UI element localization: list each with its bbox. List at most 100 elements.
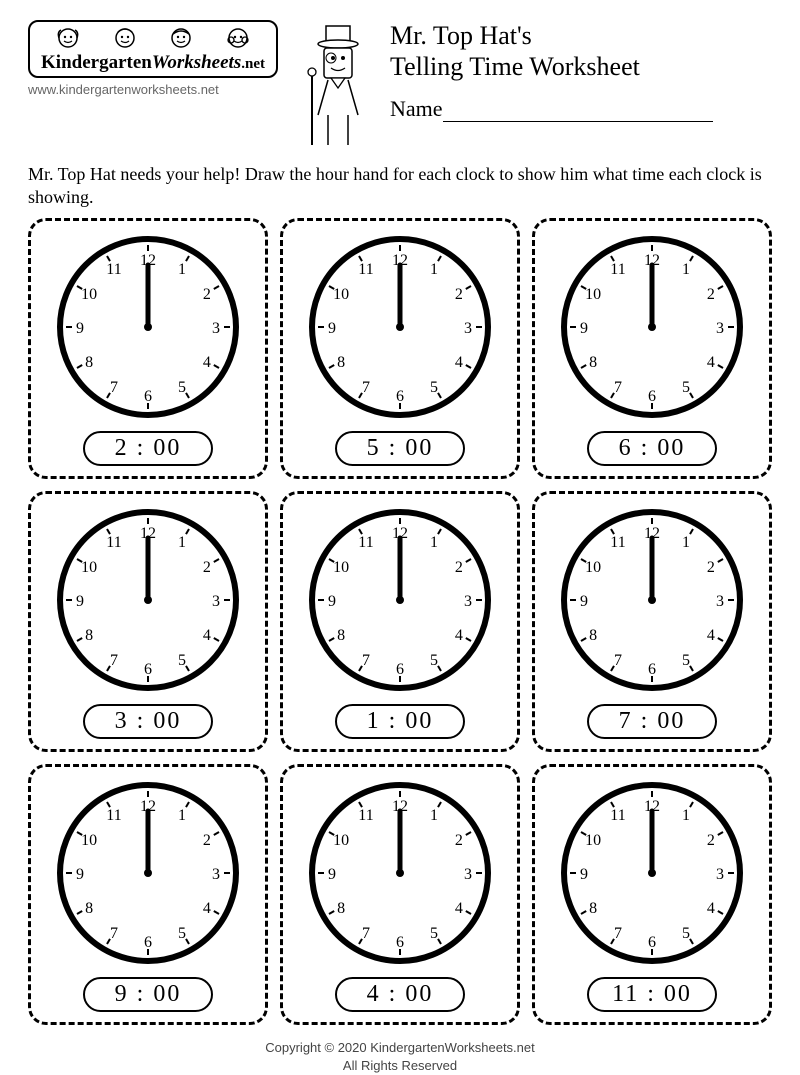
clock-number: 5 — [682, 379, 690, 396]
clock-number: 3 — [464, 320, 472, 337]
clock-number: 10 — [585, 559, 601, 576]
clock-card: 1212345678910112 : 00 — [28, 218, 268, 479]
clock-number: 5 — [682, 925, 690, 942]
clock-number: 11 — [610, 807, 625, 824]
clock-number: 9 — [328, 866, 336, 883]
title-block: Mr. Top Hat's Telling Time Worksheet Nam… — [298, 20, 772, 155]
time-label: 2 : 00 — [83, 431, 213, 466]
clock-number: 10 — [333, 559, 349, 576]
clock-number: 3 — [212, 593, 220, 610]
clock-number: 3 — [716, 866, 724, 883]
clock-number: 6 — [648, 934, 656, 951]
clock-number: 1 — [178, 807, 186, 824]
clock-number: 1 — [682, 807, 690, 824]
clock-number: 2 — [455, 559, 463, 576]
time-label: 6 : 00 — [587, 431, 717, 466]
name-field[interactable]: Name — [390, 96, 772, 122]
logo-url: www.kindergartenworksheets.net — [28, 82, 278, 97]
clock-number: 2 — [203, 559, 211, 576]
clock-number: 4 — [203, 627, 211, 644]
clock-number: 4 — [707, 627, 715, 644]
clock-number: 10 — [585, 286, 601, 303]
footer: Copyright © 2020 KindergartenWorksheets.… — [28, 1039, 772, 1075]
clock-card: 1212345678910114 : 00 — [280, 764, 520, 1025]
clock-number: 6 — [144, 388, 152, 405]
clock-card: 1212345678910113 : 00 — [28, 491, 268, 752]
clock-number: 7 — [362, 379, 370, 396]
name-underline[interactable] — [443, 121, 713, 122]
clock-face-icon: 121234567891011 — [556, 504, 748, 696]
time-label: 5 : 00 — [335, 431, 465, 466]
logo-box: KindergartenWorksheets.net — [28, 20, 278, 78]
clock-number: 7 — [614, 925, 622, 942]
clock-number: 2 — [707, 559, 715, 576]
clock-number: 5 — [430, 652, 438, 669]
title-line1: Mr. Top Hat's — [390, 21, 532, 50]
clock-number: 7 — [362, 925, 370, 942]
clock-number: 3 — [464, 866, 472, 883]
clock-number: 3 — [716, 320, 724, 337]
clock-number: 9 — [76, 593, 84, 610]
clock-number: 11 — [610, 261, 625, 278]
clock-number: 6 — [144, 934, 152, 951]
clock-number: 7 — [362, 652, 370, 669]
clock-number: 3 — [716, 593, 724, 610]
clock-number: 8 — [589, 354, 597, 371]
clock-number: 8 — [85, 627, 93, 644]
clock-card: 1212345678910116 : 00 — [532, 218, 772, 479]
clock-card: 1212345678910119 : 00 — [28, 764, 268, 1025]
clock-number: 9 — [328, 593, 336, 610]
clock-number: 8 — [337, 900, 345, 917]
clock-number: 6 — [144, 661, 152, 678]
footer-line2: All Rights Reserved — [28, 1057, 772, 1075]
clock-number: 7 — [110, 379, 118, 396]
clock-number: 4 — [203, 354, 211, 371]
clock-number: 9 — [580, 866, 588, 883]
clock-face-icon: 121234567891011 — [556, 231, 748, 423]
clock-number: 1 — [430, 534, 438, 551]
time-label: 3 : 00 — [83, 704, 213, 739]
clock-number: 1 — [430, 807, 438, 824]
clock-number: 1 — [682, 534, 690, 551]
clock-number: 8 — [337, 354, 345, 371]
clock-number: 2 — [455, 832, 463, 849]
clock-card: 12123456789101111 : 00 — [532, 764, 772, 1025]
clock-number: 11 — [106, 261, 121, 278]
clock-number: 7 — [614, 379, 622, 396]
clock-face-icon: 121234567891011 — [556, 777, 748, 969]
clock-number: 4 — [707, 900, 715, 917]
header: KindergartenWorksheets.net www.kindergar… — [28, 20, 772, 155]
clock-number: 4 — [203, 900, 211, 917]
clock-number: 2 — [707, 286, 715, 303]
time-label: 11 : 00 — [587, 977, 717, 1012]
clock-grid: 1212345678910112 : 001212345678910115 : … — [28, 218, 772, 1025]
clock-face-icon: 121234567891011 — [304, 231, 496, 423]
clock-number: 5 — [430, 925, 438, 942]
clock-card: 1212345678910111 : 00 — [280, 491, 520, 752]
clock-number: 1 — [178, 534, 186, 551]
footer-line1: Copyright © 2020 KindergartenWorksheets.… — [28, 1039, 772, 1057]
clock-number: 1 — [682, 261, 690, 278]
clock-number: 6 — [648, 388, 656, 405]
clock-number: 5 — [178, 379, 186, 396]
clock-number: 7 — [614, 652, 622, 669]
clock-number: 5 — [178, 925, 186, 942]
clock-number: 5 — [178, 652, 186, 669]
title-text: Mr. Top Hat's Telling Time Worksheet Nam… — [390, 20, 772, 155]
clock-face-icon: 121234567891011 — [304, 504, 496, 696]
clock-card: 1212345678910117 : 00 — [532, 491, 772, 752]
clock-number: 4 — [455, 627, 463, 644]
clock-number: 11 — [610, 534, 625, 551]
clock-number: 7 — [110, 925, 118, 942]
clock-number: 10 — [81, 559, 97, 576]
logo-kids-icon — [40, 26, 266, 54]
clock-number: 3 — [212, 320, 220, 337]
time-label: 1 : 00 — [335, 704, 465, 739]
clock-number: 10 — [81, 286, 97, 303]
clock-number: 3 — [212, 866, 220, 883]
clock-number: 4 — [455, 354, 463, 371]
clock-number: 9 — [580, 593, 588, 610]
clock-number: 9 — [328, 320, 336, 337]
clock-number: 2 — [203, 832, 211, 849]
clock-face-icon: 121234567891011 — [52, 777, 244, 969]
